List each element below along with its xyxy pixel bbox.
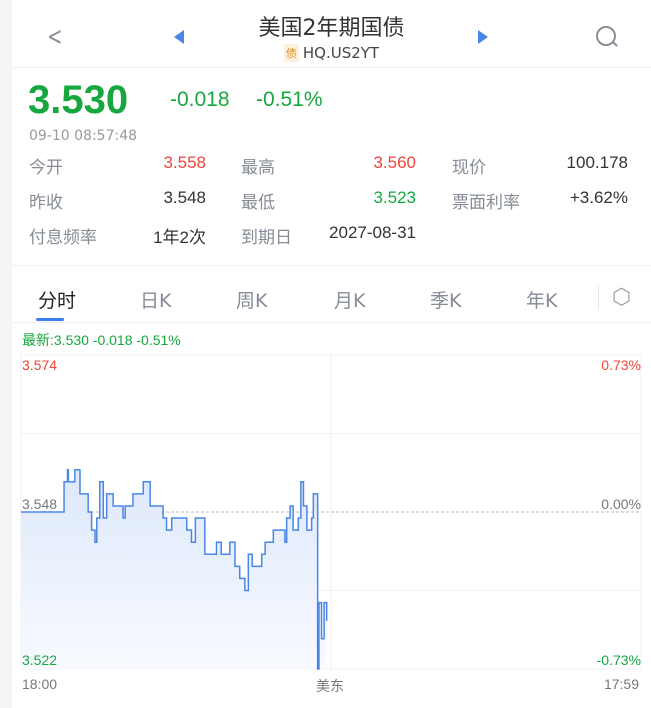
stat-value: 3.558	[163, 153, 206, 172]
chevron-left-icon[interactable]: <	[47, 22, 63, 52]
stat-label: 付息频率	[29, 228, 97, 248]
x-tick: 美东	[316, 678, 344, 694]
stat-value: 3.560	[373, 153, 416, 172]
stat-value: 2027-08-31	[329, 223, 416, 242]
active-tab-indicator	[36, 318, 64, 321]
triangle-right-icon[interactable]	[478, 30, 488, 44]
tab-1[interactable]: 日K	[140, 290, 172, 312]
hexagon-settings-icon[interactable]: ⬡	[612, 285, 632, 310]
bond-badge: 债	[283, 44, 299, 62]
triangle-left-icon[interactable]	[174, 30, 184, 44]
security-code: 债 HQ.US2YT	[12, 44, 651, 62]
header: < 美国2年期国债 债 HQ.US2YT	[12, 0, 651, 68]
price-line	[21, 468, 328, 670]
x-tick: 18:00	[22, 676, 58, 692]
stat-value: +3.62%	[569, 188, 628, 207]
quote-time: 09-10 08:57:48	[29, 128, 138, 144]
y-left-tick: 3.574	[22, 357, 58, 373]
stat-label: 今开	[29, 158, 63, 178]
price-change: -0.018	[170, 88, 230, 111]
y-right-tick: 0.73%	[601, 357, 641, 373]
stat-value: 100.178	[566, 153, 628, 172]
page-title: 美国2年期国债	[258, 16, 405, 41]
stat-label: 现价	[452, 158, 486, 178]
stat-label: 票面利率	[452, 193, 520, 213]
tab-3[interactable]: 月K	[334, 290, 366, 312]
stat-value: 3.523	[373, 188, 416, 207]
y-left-tick: 3.522	[22, 652, 58, 668]
tab-4[interactable]: 季K	[430, 290, 462, 312]
last-price: 3.530	[28, 78, 129, 122]
chart-tabs: ⬡ 分时 日K 周K 月K 季K 年K	[12, 268, 651, 323]
stat-label: 昨收	[29, 193, 63, 213]
price-change-pct: -0.51%	[256, 88, 323, 111]
tab-0[interactable]: 分时	[38, 290, 77, 312]
code-text: HQ.US2YT	[302, 44, 380, 62]
y-left-tick: 3.548	[22, 496, 58, 512]
stat-label: 最低	[241, 193, 275, 213]
quote-panel: 3.530 -0.018 -0.51% 09-10 08:57:48 今开 3.5…	[12, 68, 651, 266]
divider	[598, 286, 599, 310]
latest-label: 最新:3.530 -0.018 -0.51%	[22, 332, 181, 348]
stat-value: 3.548	[163, 188, 206, 207]
y-right-tick: 0.00%	[601, 496, 641, 512]
y-right-tick: -0.73%	[596, 652, 641, 668]
tab-5[interactable]: 年K	[526, 290, 558, 312]
tab-2[interactable]: 周K	[236, 290, 268, 312]
search-icon[interactable]	[596, 26, 616, 46]
price-area	[21, 469, 327, 669]
stat-label: 最高	[241, 158, 275, 178]
stat-label: 到期日	[241, 228, 292, 248]
x-tick: 17:59	[603, 676, 639, 692]
stat-value: 1年2次	[153, 228, 206, 247]
